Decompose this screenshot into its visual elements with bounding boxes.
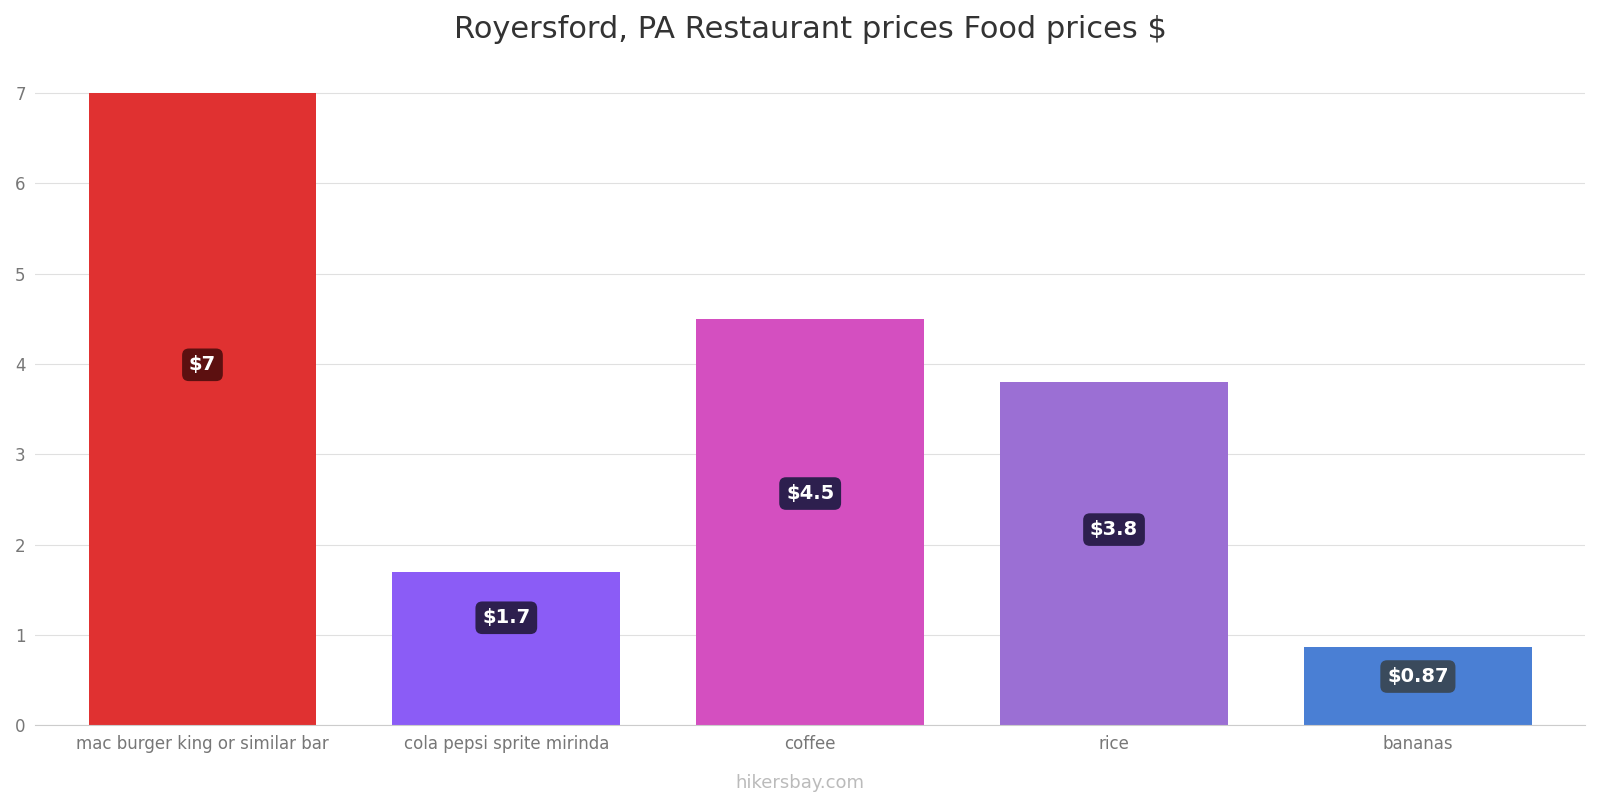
Text: $7: $7 [189,355,216,374]
Text: $0.87: $0.87 [1387,667,1448,686]
Text: $4.5: $4.5 [786,484,834,503]
Bar [696,318,925,726]
Text: hikersbay.com: hikersbay.com [736,774,864,792]
Title: Royersford, PA Restaurant prices Food prices $: Royersford, PA Restaurant prices Food pr… [454,15,1166,44]
Text: $1.7: $1.7 [482,608,530,627]
Bar [392,572,621,726]
Text: $3.8: $3.8 [1090,520,1138,539]
Bar [1000,382,1227,726]
Bar [1304,646,1531,726]
Bar [88,93,317,726]
